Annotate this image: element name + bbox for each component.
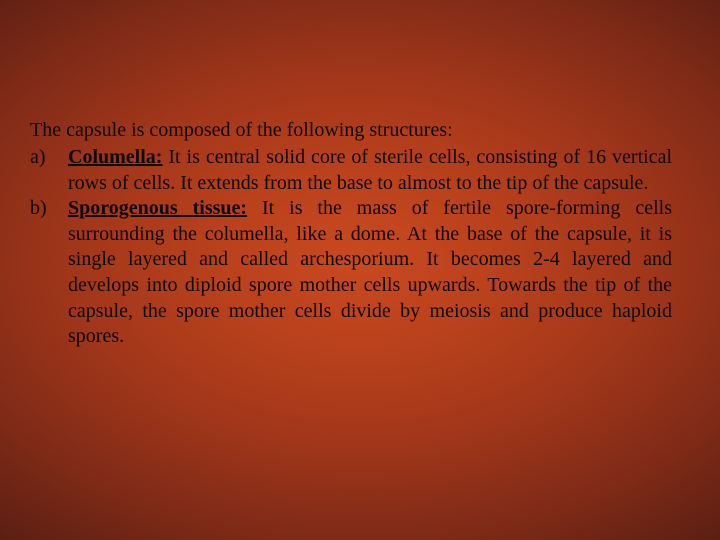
item-body: Sporogenous tissue: It is the mass of fe… bbox=[68, 196, 672, 350]
item-marker: b) bbox=[30, 196, 68, 350]
item-text: It is the mass of fertile spore-forming … bbox=[68, 197, 672, 347]
item-body: Columella: It is central solid core of s… bbox=[68, 145, 672, 196]
list-item: a) Columella: It is central solid core o… bbox=[30, 145, 672, 196]
item-term: Sporogenous tissue: bbox=[68, 197, 247, 219]
intro-text: The capsule is composed of the following… bbox=[30, 118, 672, 143]
item-term: Columella: bbox=[68, 146, 162, 168]
list-item: b) Sporogenous tissue: It is the mass of… bbox=[30, 196, 672, 350]
slide: The capsule is composed of the following… bbox=[0, 0, 720, 540]
item-marker: a) bbox=[30, 145, 68, 196]
